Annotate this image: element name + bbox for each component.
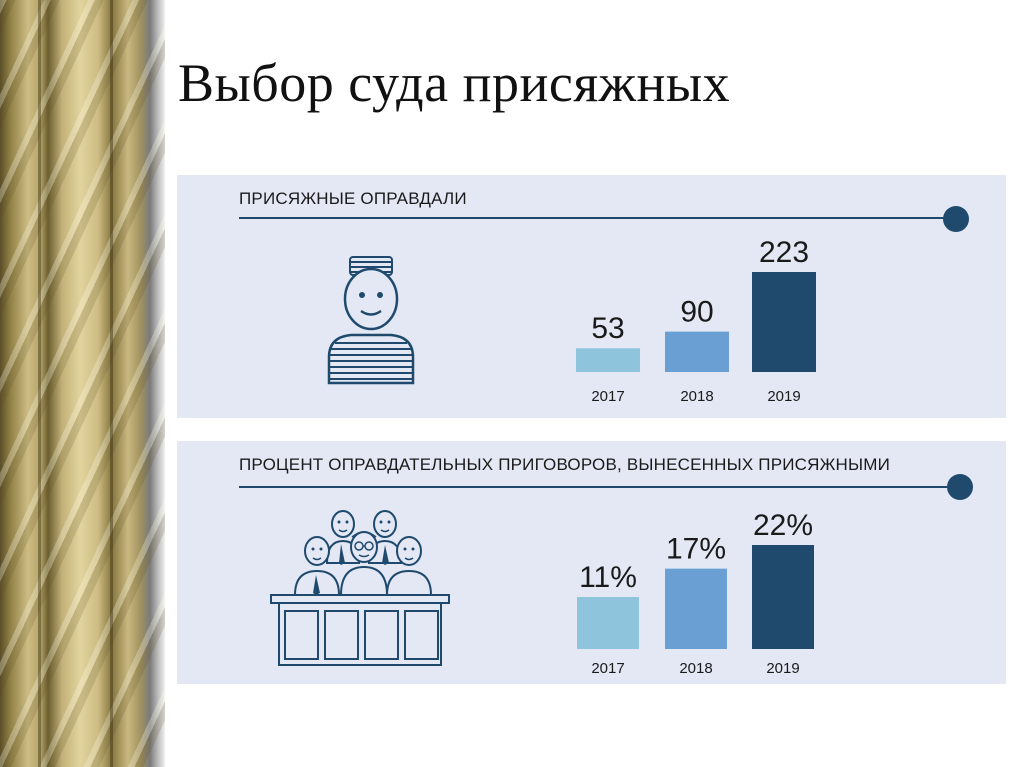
- heading-rule: [239, 486, 949, 488]
- panel-heading: ПРИСЯЖНЫЕ ОПРАВДАЛИ: [239, 189, 467, 208]
- heading-rule-dot: [947, 474, 973, 500]
- year-tick-label: 2018: [680, 388, 713, 405]
- bar-2018: [665, 331, 729, 372]
- acquittals-panel: ПРИСЯЖНЫЕ ОПРАВДАЛИ 53 2017 90 2018 223 2019: [177, 175, 1006, 418]
- slide-title: Выбор суда присяжных: [178, 53, 731, 113]
- year-tick-label: 2019: [767, 388, 800, 405]
- prisoner-icon: [327, 256, 415, 385]
- value-label: 90: [680, 296, 713, 329]
- value-label: 11%: [579, 561, 637, 594]
- value-label: 53: [591, 312, 624, 345]
- bar-2017: [576, 348, 640, 372]
- band-groove: [110, 0, 113, 767]
- jury-icon: [270, 510, 450, 666]
- bar-2018: [665, 568, 727, 649]
- acquittal-percent-chart: 11% 2017 17% 2018 22% 2019: [577, 509, 814, 677]
- year-tick-label: 2018: [679, 660, 712, 677]
- value-label: 17%: [666, 533, 726, 566]
- panel-heading: ПРОЦЕНТ ОПРАВДАТЕЛЬНЫХ ПРИГОВОРОВ, ВЫНЕС…: [239, 455, 891, 474]
- year-tick-label: 2017: [591, 660, 624, 677]
- decorative-side-band: [0, 0, 165, 767]
- value-label: 223: [759, 236, 809, 269]
- bar-2017: [577, 597, 639, 649]
- heading-rule: [239, 217, 953, 219]
- year-tick-label: 2017: [591, 388, 624, 405]
- year-tick-label: 2019: [766, 660, 799, 677]
- acquittals-chart: 53 2017 90 2018 223 2019: [576, 236, 816, 405]
- bar-2019: [752, 272, 816, 372]
- acquittal-percent-panel: ПРОЦЕНТ ОПРАВДАТЕЛЬНЫХ ПРИГОВОРОВ, ВЫНЕС…: [177, 441, 1006, 684]
- heading-rule-dot: [943, 206, 969, 232]
- value-label: 22%: [753, 509, 813, 542]
- band-groove: [38, 0, 41, 767]
- bar-2019: [752, 545, 814, 649]
